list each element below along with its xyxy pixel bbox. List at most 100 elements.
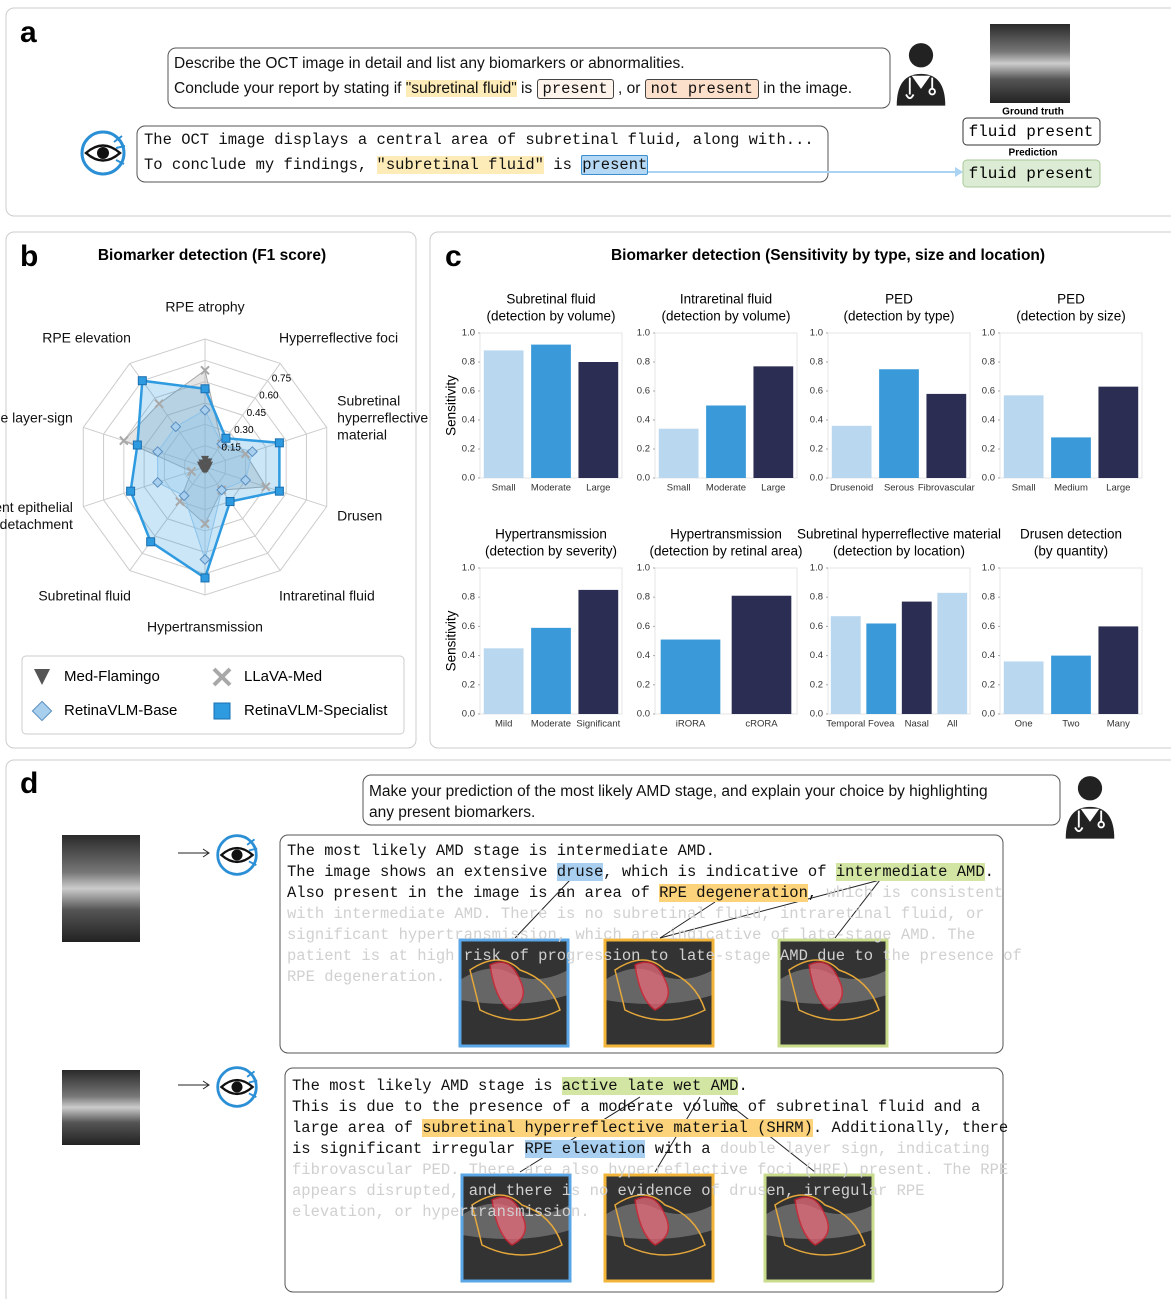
plot-frame (654, 567, 798, 715)
y-tick-label: 0.6 (810, 386, 823, 397)
highlight: active late wet AMD (561, 1077, 739, 1095)
ai-icon (216, 834, 259, 876)
bar (483, 648, 524, 714)
axis-label: Pigment epithelial detachment (0, 499, 73, 533)
text: Hypertransmission (147, 618, 263, 635)
bar (1051, 655, 1091, 714)
text: RPE elevation (42, 329, 131, 346)
y-tick-label: 0.0 (462, 709, 475, 720)
bar (753, 366, 794, 478)
chart-title: Drusen detection (1020, 527, 1122, 542)
bar (830, 616, 861, 714)
text: Also present in the image is an area of (287, 884, 660, 902)
bar (1098, 626, 1139, 714)
axis-label: Drusen (337, 508, 467, 525)
text-block: Describe the OCT image in detail and lis… (174, 51, 852, 101)
answer-box (962, 117, 1101, 146)
y-tick-label: 0.6 (637, 621, 650, 632)
text-line: To conclude my findings, "subretinal flu… (144, 153, 814, 178)
pointer-line (659, 901, 716, 939)
bar (831, 425, 872, 478)
r-tick-label: 0.75 (272, 373, 292, 384)
marker (132, 440, 142, 450)
r-tick-label: 0.15 (222, 442, 242, 453)
text: Pigment epithelial detachment (0, 499, 73, 533)
y-tick-label: 0.4 (982, 415, 995, 426)
bar (866, 623, 897, 714)
text-line: Make your prediction of the most likely … (369, 779, 988, 800)
highlight: significant hypertransmission, which are… (287, 926, 976, 944)
bar (658, 428, 699, 478)
marker (186, 466, 197, 477)
text-line: significant hypertransmission, which are… (287, 925, 1022, 946)
x-tick-label: Serous (884, 483, 914, 494)
r-tick-label: 0.45 (247, 408, 267, 419)
text-block: The most likely AMD stage is intermediat… (287, 841, 1022, 988)
spoke (129, 466, 206, 571)
highlight: elevation, or hypertransmission. (292, 1203, 590, 1221)
x-tick-label: Moderate (531, 719, 571, 730)
y-tick-label: 0.8 (637, 592, 650, 603)
panel-frame (5, 231, 417, 749)
spoke (83, 466, 206, 508)
highlight: "subretinal fluid" (405, 80, 517, 97)
y-tick-label: 0.2 (462, 679, 475, 690)
marker (31, 700, 53, 722)
doctor-icon (895, 42, 947, 106)
y-tick-label: 0.4 (462, 415, 475, 426)
marker (274, 438, 284, 448)
text: is significant irregular (292, 1140, 525, 1158)
y-tick-label: 0.2 (462, 444, 475, 455)
marker (225, 497, 235, 507)
text-line: Also present in the image is an area of … (287, 883, 1022, 904)
marker (146, 537, 156, 547)
x-tick-label: Medium (1054, 483, 1088, 494)
y-tick-label: 1.0 (637, 563, 650, 574)
chart-subtitle: (detection by volume) (486, 309, 615, 324)
marker (152, 476, 164, 488)
text: is (516, 80, 537, 97)
marker (216, 484, 228, 496)
answer: fluid present (969, 165, 1094, 183)
highlight: appears disrupted, and there is no evide… (292, 1182, 925, 1200)
chart-subtitle: (by quantity) (1034, 544, 1108, 559)
text: The most likely AMD stage is (292, 1077, 562, 1095)
image-frame (458, 938, 570, 1048)
text-line: The OCT image displays a central area of… (144, 128, 814, 153)
text: Subretinal fluid (38, 587, 131, 604)
panel-label: a (20, 16, 37, 49)
bar (578, 362, 619, 478)
marker (154, 399, 164, 409)
chart-title: Hypertransmission (495, 527, 607, 542)
y-tick-label: 0.8 (810, 357, 823, 368)
oct-image (62, 1070, 140, 1145)
marker (199, 553, 211, 565)
axis-label: Subretinal fluid (1, 588, 131, 605)
y-tick-label: 0.2 (982, 679, 995, 690)
highlight: patient is at high risk of progression t… (287, 947, 1022, 965)
marker (137, 376, 147, 386)
text-block: The most likely AMD stage is active late… (292, 1076, 1008, 1223)
y-tick-label: 1.0 (982, 563, 995, 574)
bar (1051, 437, 1091, 478)
legend-frame (21, 655, 405, 735)
y-tick-label: 0.2 (637, 679, 650, 690)
legend-label: RetinaVLM-Specialist (244, 702, 388, 719)
r-tick-label: 0.30 (234, 425, 254, 436)
text: Describe the OCT image in detail and lis… (174, 55, 685, 72)
text: The image shows an extensive (287, 863, 557, 881)
text: Conclude your report by stating if (174, 80, 406, 97)
bar (937, 592, 968, 714)
y-tick-label: 0.0 (810, 473, 823, 484)
bar (901, 601, 932, 714)
text: RPE atrophy (165, 298, 245, 315)
panel-label: b (20, 240, 38, 273)
marker (198, 459, 207, 468)
highlight: "subretinal fluid" (376, 156, 544, 174)
pointer-line (659, 879, 881, 939)
pointer-line (834, 879, 881, 939)
chart-subtitle: (detection by retinal area) (649, 544, 802, 559)
x-tick-label: cRORA (745, 719, 778, 730)
x-tick-label: Moderate (706, 483, 746, 494)
